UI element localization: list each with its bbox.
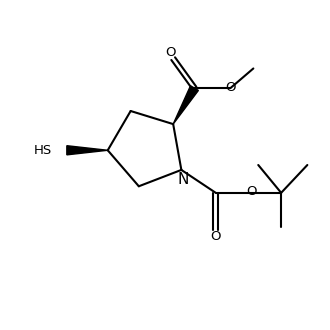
Text: O: O — [211, 230, 221, 244]
Text: HS: HS — [34, 144, 52, 157]
Polygon shape — [67, 146, 108, 155]
Text: O: O — [225, 81, 236, 94]
Text: O: O — [247, 185, 257, 198]
Polygon shape — [173, 86, 198, 124]
Text: N: N — [177, 172, 189, 187]
Text: O: O — [166, 46, 176, 59]
